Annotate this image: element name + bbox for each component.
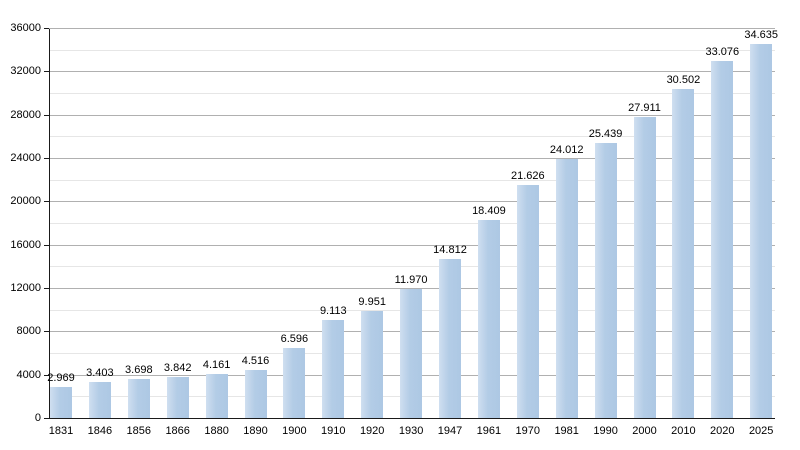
bar-value-label: 18.409 bbox=[472, 204, 506, 217]
x-axis-tick-label: 1831 bbox=[48, 425, 74, 437]
x-axis-tick-label: 1900 bbox=[282, 425, 307, 437]
bar-value-label: 14.812 bbox=[433, 243, 467, 256]
bar-value-label: 3.698 bbox=[125, 363, 153, 376]
x-axis-tick-label: 1890 bbox=[243, 425, 268, 437]
y-axis-tick bbox=[44, 158, 49, 159]
bar-1880 bbox=[205, 373, 228, 418]
bar-1846 bbox=[88, 382, 111, 418]
bar-2010 bbox=[672, 88, 695, 418]
bar-1990 bbox=[594, 143, 617, 418]
x-axis-line bbox=[49, 418, 775, 419]
plot-area: 0 4000 8000 12000 16000 20000 24000 28000 32000 3… bbox=[10, 22, 778, 437]
bar-value-label: 34.635 bbox=[744, 28, 779, 41]
y-axis-tick-label: 16000 bbox=[10, 238, 41, 251]
y-axis-tick-label: 24000 bbox=[10, 152, 41, 164]
bar-value-label: 3.403 bbox=[86, 367, 114, 380]
x-axis-tick-label: 1970 bbox=[515, 425, 541, 437]
minor-gridline bbox=[49, 266, 775, 268]
y-axis-tick-label: 32000 bbox=[10, 65, 41, 78]
bar-1900 bbox=[283, 347, 306, 418]
bar-1890 bbox=[244, 370, 267, 418]
bar-2000 bbox=[633, 116, 656, 418]
minor-gridline bbox=[49, 179, 775, 181]
bar-1910 bbox=[322, 320, 345, 418]
x-axis-tick-label: 1910 bbox=[321, 425, 346, 437]
bar-value-label: 33.076 bbox=[705, 45, 740, 58]
x-axis-tick-label: 1947 bbox=[437, 425, 463, 437]
bar-1981 bbox=[555, 158, 578, 418]
y-axis-tick-label: 0 bbox=[34, 412, 41, 424]
x-axis-tick-label: 1880 bbox=[204, 425, 229, 437]
y-axis-tick-label: 8000 bbox=[16, 325, 41, 338]
y-axis-tick-label: 4000 bbox=[16, 368, 41, 381]
y-axis-tick bbox=[44, 418, 49, 419]
major-gridline bbox=[49, 114, 775, 116]
bar-value-label: 24.012 bbox=[549, 143, 584, 156]
y-axis-tick bbox=[44, 28, 49, 29]
major-gridline bbox=[49, 158, 775, 159]
y-axis-tick-label: 12000 bbox=[10, 282, 41, 294]
major-gridline bbox=[49, 244, 775, 246]
bar-value-label: 9.113 bbox=[319, 305, 347, 318]
x-axis-tick-label: 1856 bbox=[126, 425, 152, 437]
bar-1970 bbox=[516, 184, 539, 418]
bar-1961 bbox=[477, 219, 500, 418]
x-axis-tick-label: 1846 bbox=[87, 425, 113, 437]
y-axis-tick bbox=[44, 71, 49, 73]
y-axis-tick bbox=[44, 288, 49, 289]
x-axis-tick-label: 2025 bbox=[748, 425, 774, 437]
bar-value-label: 2.969 bbox=[47, 371, 75, 384]
y-axis-tick-label: 28000 bbox=[10, 108, 41, 121]
bar-value-label: 4.516 bbox=[241, 355, 270, 368]
bar-value-label: 11.970 bbox=[394, 274, 428, 287]
bar-1920 bbox=[361, 311, 384, 418]
y-axis-tick bbox=[44, 331, 49, 333]
x-axis-tick-label: 1981 bbox=[554, 425, 579, 437]
bar-1930 bbox=[400, 289, 423, 418]
bar-1866 bbox=[166, 377, 189, 418]
major-gridline bbox=[49, 288, 775, 289]
bar-value-label: 9.951 bbox=[358, 296, 386, 309]
bar-1856 bbox=[127, 378, 150, 418]
x-axis-tick-label: 1961 bbox=[476, 425, 502, 437]
bar-value-label: 4.161 bbox=[202, 358, 231, 371]
x-axis-tick-label: 1990 bbox=[593, 425, 618, 437]
y-axis-tick bbox=[44, 374, 49, 376]
x-axis-tick-label: 1920 bbox=[359, 425, 385, 437]
y-axis-tick bbox=[44, 114, 49, 116]
bar-value-label: 21.626 bbox=[510, 169, 545, 182]
bar-value-label: 6.596 bbox=[280, 332, 309, 345]
x-axis-tick-label: 2020 bbox=[710, 425, 735, 437]
y-axis-tick bbox=[44, 201, 49, 203]
minor-gridline bbox=[49, 49, 775, 51]
major-gridline bbox=[49, 201, 775, 203]
bar-value-label: 25.439 bbox=[588, 128, 623, 141]
major-gridline bbox=[49, 28, 775, 29]
minor-gridline bbox=[49, 136, 775, 138]
minor-gridline bbox=[49, 223, 775, 224]
x-axis-tick-label: 1930 bbox=[398, 425, 424, 437]
y-axis-tick-label: 36000 bbox=[10, 22, 41, 34]
y-axis-tick-label: 20000 bbox=[10, 195, 41, 208]
x-axis-tick-label: 2000 bbox=[632, 425, 657, 437]
bar-value-label: 3.842 bbox=[163, 362, 192, 375]
y-axis-tick bbox=[44, 244, 49, 246]
bar-2020 bbox=[711, 60, 734, 418]
minor-gridline bbox=[49, 93, 775, 94]
y-axis-line bbox=[49, 29, 50, 419]
bar-1831 bbox=[50, 386, 72, 418]
bar-2025 bbox=[750, 43, 773, 418]
bar-value-label: 30.502 bbox=[666, 73, 701, 86]
x-axis-tick-label: 1866 bbox=[165, 425, 190, 437]
bar-1947 bbox=[439, 258, 461, 418]
x-axis-tick-label: 2010 bbox=[671, 425, 696, 437]
bar-value-label: 27.911 bbox=[628, 101, 661, 114]
major-gridline bbox=[49, 71, 775, 73]
